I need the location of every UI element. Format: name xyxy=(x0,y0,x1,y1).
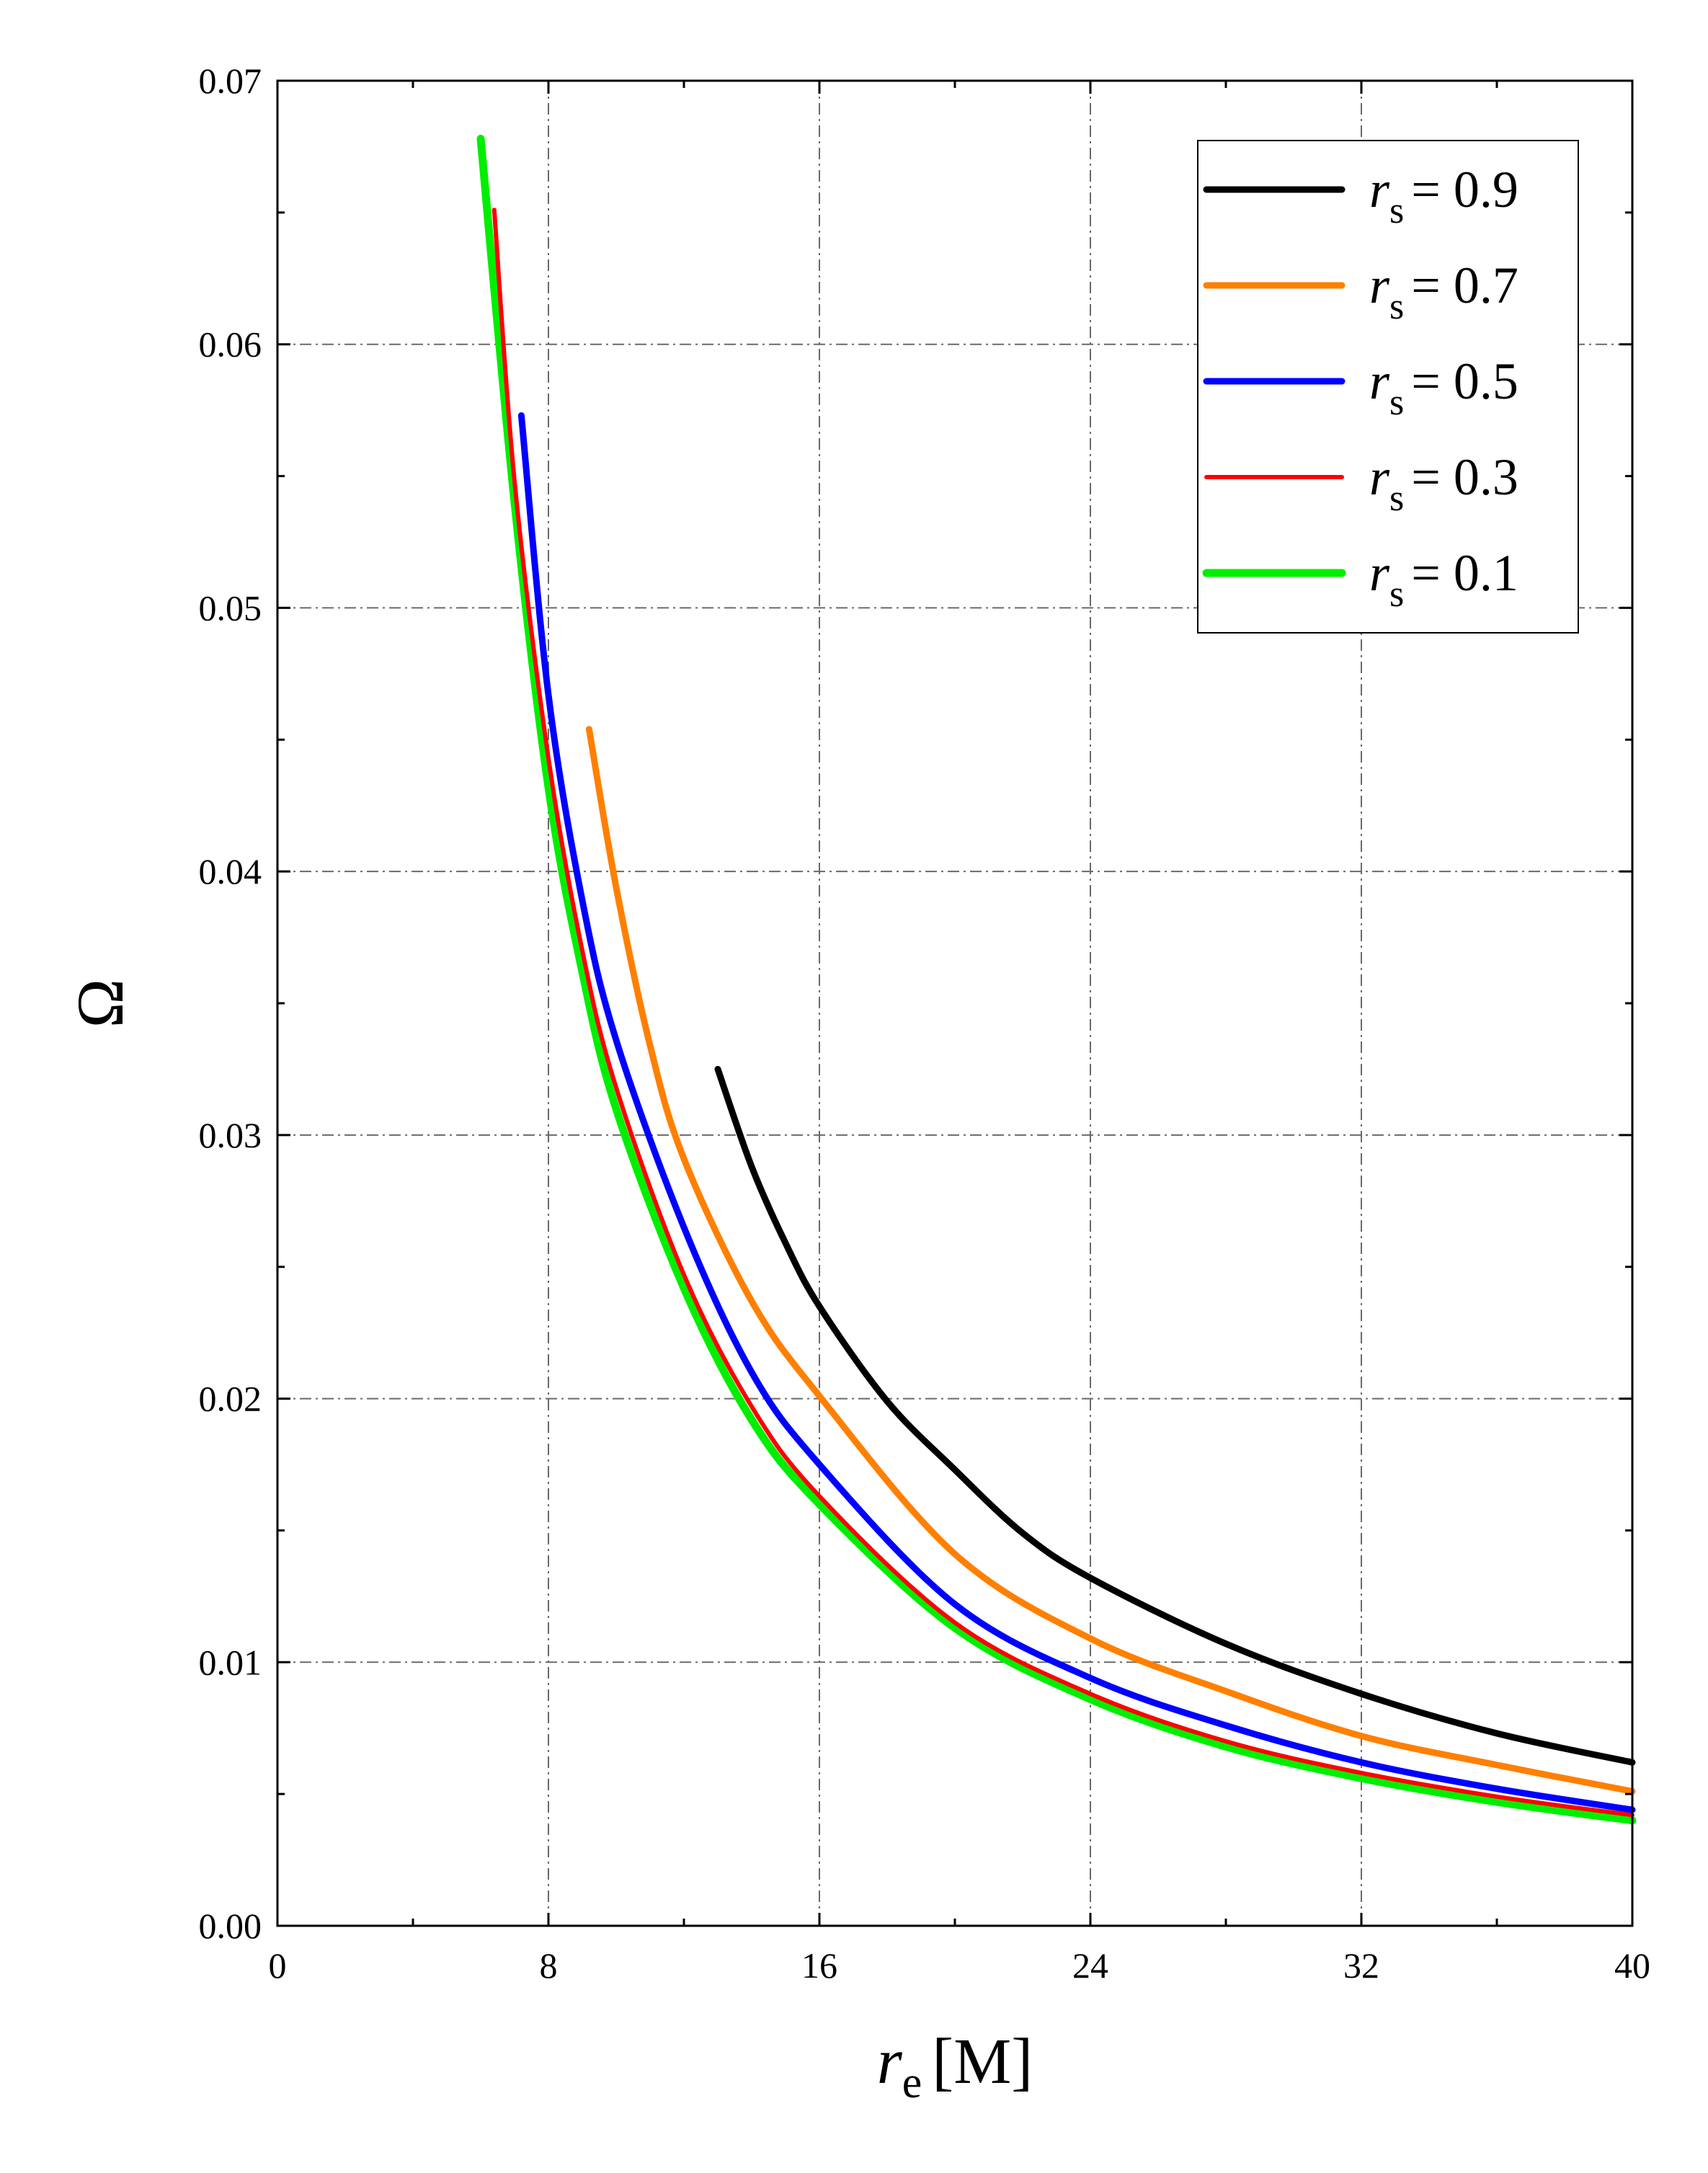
legend-label: rs = 0.9 xyxy=(1369,161,1518,231)
legend-value: = 0.3 xyxy=(1411,448,1518,506)
y-tick-label: 0.04 xyxy=(199,851,262,892)
legend-subscript: s xyxy=(1389,190,1404,231)
legend-label: rs = 0.5 xyxy=(1369,352,1518,423)
ticks xyxy=(276,79,1634,1927)
legend-value: = 0.5 xyxy=(1411,352,1518,410)
legend-item: rs = 0.5 xyxy=(1203,352,1518,423)
legend-subscript: s xyxy=(1389,574,1404,615)
series-line xyxy=(476,135,1637,1825)
legend-item: rs = 0.9 xyxy=(1203,161,1518,231)
legend-label: rs = 0.7 xyxy=(1369,257,1518,327)
legend: rs = 0.9rs = 0.7rs = 0.5rs = 0.3rs = 0.1 xyxy=(1197,140,1579,634)
series-line xyxy=(517,412,1636,1813)
x-axis-subscript: e xyxy=(902,2058,922,2107)
legend-item: rs = 0.3 xyxy=(1204,448,1518,519)
legend-value: = 0.1 xyxy=(1411,544,1518,602)
x-axis-unit: [M] xyxy=(932,2026,1033,2097)
legend-subscript: s xyxy=(1389,478,1404,519)
legend-symbol: r xyxy=(1369,544,1390,602)
legend-item: rs = 0.1 xyxy=(1202,544,1518,615)
series-line xyxy=(585,726,1636,1795)
x-tick-label: 0 xyxy=(269,1945,287,1986)
x-tick-label: 8 xyxy=(540,1945,558,1986)
legend-symbol: r xyxy=(1369,257,1390,314)
legend-items: rs = 0.9rs = 0.7rs = 0.5rs = 0.3rs = 0.1 xyxy=(1202,161,1518,615)
series-line xyxy=(714,1065,1636,1766)
legend-symbol: r xyxy=(1369,352,1390,410)
series-line xyxy=(492,208,1634,1818)
x-tick-label: 40 xyxy=(1614,1945,1650,1986)
y-tick-label: 0.00 xyxy=(199,1906,262,1946)
x-axis-symbol: r xyxy=(877,2026,903,2097)
y-tick-label: 0.03 xyxy=(199,1115,262,1155)
x-axis-title: re [M] xyxy=(877,2026,1033,2107)
legend-label: rs = 0.3 xyxy=(1369,448,1518,519)
y-tick-label: 0.02 xyxy=(199,1379,262,1419)
legend-item: rs = 0.7 xyxy=(1203,257,1518,327)
legend-box xyxy=(1197,140,1579,634)
x-tick-label: 16 xyxy=(801,1945,837,1986)
x-tick-label: 32 xyxy=(1343,1945,1379,1986)
y-tick-label: 0.07 xyxy=(199,61,262,101)
tick-labels: 0 8 16 24 32 40 0.00 0.01 0.02 0.03 0.04 0.05 0.06 0.… xyxy=(199,61,1651,1986)
y-tick-label: 0.05 xyxy=(199,587,262,628)
legend-value: = 0.9 xyxy=(1411,161,1518,218)
legend-subscript: s xyxy=(1389,286,1404,327)
legend-value: = 0.7 xyxy=(1411,257,1518,314)
legend-symbol: r xyxy=(1369,161,1390,218)
legend-subscript: s xyxy=(1389,382,1404,423)
legend-label: rs = 0.1 xyxy=(1369,544,1518,615)
series-group xyxy=(476,135,1637,1825)
y-tick-label: 0.01 xyxy=(199,1642,262,1682)
x-tick-label: 24 xyxy=(1072,1945,1108,1986)
y-axis-title: Ω xyxy=(63,979,137,1028)
legend-symbol: r xyxy=(1369,448,1390,506)
y-tick-label: 0.06 xyxy=(199,324,262,365)
